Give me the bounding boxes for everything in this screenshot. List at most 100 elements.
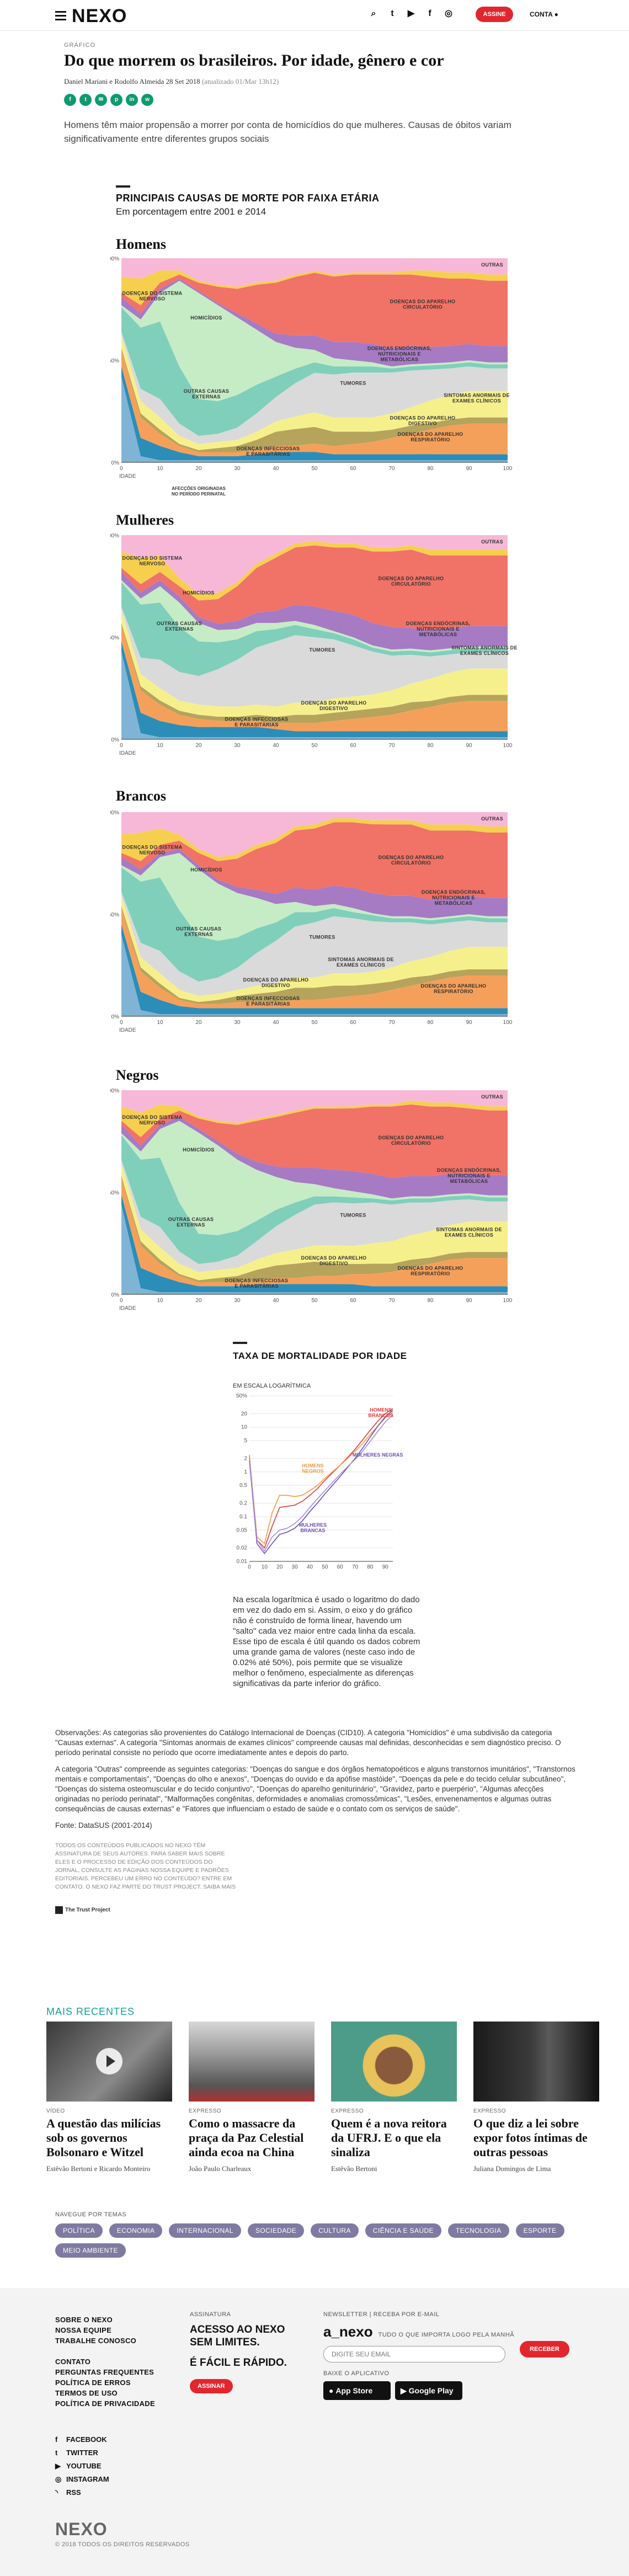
theme-tag[interactable]: ECONOMIA [109, 2223, 163, 2238]
area-band-sintomas-anormais-de-exames-cl-nicos [121, 1164, 508, 1281]
x-tick-label: 30 [292, 1564, 298, 1570]
area-band-doen-as-end-crinas-nutricionais-e-metab-licas [121, 572, 508, 650]
article-lead: Homens têm maior propensão a morrer por … [64, 120, 511, 144]
footer-link[interactable]: TERMOS DE USO [55, 2389, 118, 2397]
theme-tag[interactable]: POLÍTICA [55, 2223, 103, 2238]
area-band-sintomas-anormais-de-exames-cl-nicos [121, 610, 508, 717]
youtube-link[interactable]: ▶ YOUTUBE [55, 2460, 109, 2473]
subscription-subline: É FÁCIL E RÁPIDO. [190, 2357, 287, 2369]
play-store-icon: ▶ [401, 2386, 409, 2395]
series-label: OUTRAS [481, 262, 503, 268]
footer-link[interactable]: NOSSA EQUIPE [55, 2326, 112, 2334]
y-tick-label: 0.5 [239, 1482, 247, 1489]
app-store-button[interactable]: ● App Store [323, 2381, 391, 2400]
menu-icon[interactable] [55, 11, 66, 23]
x-axis-label: IDADE [119, 1027, 136, 1033]
facebook-share-icon[interactable]: f [64, 94, 76, 106]
line-mulheres-brancas [249, 1410, 393, 1555]
twitter-share-icon[interactable]: t [79, 94, 92, 106]
authors: Daniel Mariani e Rodolfo Almeida 28 Set … [64, 77, 200, 86]
theme-tag[interactable]: MEIO AMBIENTE [55, 2243, 126, 2258]
footer-link[interactable]: PERGUNTAS FREQUENTES [55, 2368, 154, 2376]
footer-social: f FACEBOOK t TWITTER ▶ YOUTUBE ◎ INSTAGRAM ◝… [55, 2433, 109, 2499]
search-icon[interactable]: ⌕ [371, 9, 376, 18]
y-tick-label: 100% [110, 810, 119, 816]
google-play-button[interactable]: ▶ Google Play [395, 2381, 462, 2400]
recent-card[interactable]: VÍDEO A questão das milícias sob os gove… [46, 2022, 172, 2173]
x-tick-label: 10 [157, 743, 163, 749]
series-label: OUTRAS CAUSAS EXTERNAS [184, 388, 229, 399]
area-band-doen-as-do-aparelho-respirat-rio [121, 908, 508, 1009]
x-axis-label: IDADE [119, 1305, 136, 1311]
newsletter-email-input[interactable]: DIGITE SEU EMAIL [323, 2346, 505, 2362]
y-tick-label: 50% [110, 635, 119, 641]
card-headline[interactable]: O que diz a lei sobre expor fotos íntima… [473, 2116, 588, 2159]
twitter-icon[interactable]: t [391, 9, 394, 18]
x-tick-label: 50 [311, 466, 318, 472]
x-tick-label: 70 [388, 743, 395, 749]
card-headline[interactable]: Como o massacre da praça da Paz Celestia… [189, 2116, 304, 2159]
pinterest-share-icon[interactable]: p [110, 94, 122, 106]
facebook-icon[interactable]: f [428, 9, 431, 18]
recent-card[interactable]: EXPRESSO O que diz a lei sobre expor fot… [473, 2022, 599, 2173]
observation-1: Observações: As categorias são provenien… [55, 1729, 561, 1757]
theme-tag[interactable]: ESPORTE [515, 2223, 564, 2238]
recent-label: MAIS RECENTES [46, 2006, 135, 2017]
perinatal-label: AFECÇÕES ORIGINADAS NO PERÍODO PERINATAL [172, 486, 226, 495]
youtube-icon: ▶ [55, 2462, 61, 2470]
area-band-doen-as-infecciosas-e-parasit-rias [121, 641, 508, 738]
theme-tag[interactable]: INTERNACIONAL [169, 2223, 241, 2238]
theme-tag[interactable]: SOCIEDADE [248, 2223, 305, 2238]
logo[interactable]: NEXO [72, 6, 127, 26]
area-band-doen-as-do-aparelho-circulat-rio [121, 1104, 508, 1178]
y-tick-label: 0.05 [237, 1527, 248, 1533]
app-stores: ● App Store ▶ Google Play [323, 2381, 577, 2400]
mortality-title: TAXA DE MORTALIDADE POR IDADE [233, 1351, 407, 1361]
newsletter-submit-button[interactable]: RECEBER [520, 2341, 569, 2358]
area-band-doen-as-do-aparelho-circulat-rio [121, 822, 508, 900]
footer-logo[interactable]: NEXO [55, 2519, 108, 2539]
theme-tag[interactable]: CULTURA [311, 2223, 359, 2238]
x-tick-label: 10 [262, 1564, 268, 1570]
series-label: DOENÇAS DO APARELHO CIRCULATÓRIO [379, 855, 444, 866]
x-tick-label: 0 [248, 1564, 251, 1570]
rss-link[interactable]: ◝ RSS [55, 2486, 109, 2499]
twitter-link[interactable]: t TWITTER [55, 2446, 109, 2460]
footer-link[interactable]: POLÍTICA DE ERROS [55, 2378, 131, 2387]
theme-tag[interactable]: TECNOLOGIA [447, 2223, 509, 2238]
area-chart-brancos: 0 10 20 30 40 50 60 70 80 90 100 IDADE 0% 50% 100% DOEN… [110, 810, 513, 1033]
subscribe-button[interactable]: ASSINE [476, 7, 513, 22]
x-tick-label: 100 [503, 1298, 513, 1304]
twitter-icon: t [55, 2449, 58, 2457]
footer-subscribe-button[interactable]: ASSINAR [190, 2379, 233, 2393]
recent-card[interactable]: EXPRESSO Como o massacre da praça da Paz… [189, 2022, 314, 2173]
x-tick-label: 80 [427, 1020, 434, 1026]
facebook-link[interactable]: f FACEBOOK [55, 2433, 109, 2446]
card-headline[interactable]: Quem é a nova reitora da UFRJ. E o que e… [331, 2116, 447, 2159]
recent-card[interactable]: EXPRESSO Quem é a nova reitora da UFRJ. … [331, 2022, 457, 2173]
area-band-tumores [121, 606, 508, 707]
area-band-doen-as-do-aparelho-circulat-rio [121, 545, 508, 631]
trust-project-badge[interactable]: The Trust Project [55, 1906, 110, 1914]
y-tick-label: 0% [111, 460, 120, 466]
whatsapp-share-icon[interactable]: w [141, 94, 153, 106]
instagram-link[interactable]: ◎ INSTAGRAM [55, 2473, 109, 2486]
x-tick-label: 30 [234, 466, 241, 472]
area-band-tumores [121, 332, 508, 444]
account-link[interactable]: CONTA ● [530, 10, 558, 18]
area-band-outras [121, 258, 508, 287]
instagram-icon[interactable]: ◎ [445, 9, 452, 18]
email-share-icon[interactable]: ✉ [95, 94, 107, 106]
footer-link[interactable]: TRABALHE CONOSCO [55, 2337, 137, 2345]
footer-link[interactable]: POLÍTICA DE PRIVACIDADE [55, 2399, 155, 2408]
panel-title-negros: Negros [116, 1067, 159, 1083]
x-tick-label: 50 [322, 1564, 328, 1570]
footer-link[interactable]: SOBRE O NEXO [55, 2316, 113, 2324]
theme-tag[interactable]: CIÊNCIA E SAÚDE [365, 2223, 441, 2238]
x-tick-label: 90 [466, 1298, 472, 1304]
footer-link[interactable]: CONTATO [55, 2358, 91, 2366]
y-tick-label: 0% [111, 1014, 120, 1020]
card-headline[interactable]: A questão das milícias sob os governos B… [46, 2116, 161, 2159]
linkedin-share-icon[interactable]: in [126, 94, 138, 106]
youtube-icon[interactable]: ▶ [407, 9, 415, 18]
